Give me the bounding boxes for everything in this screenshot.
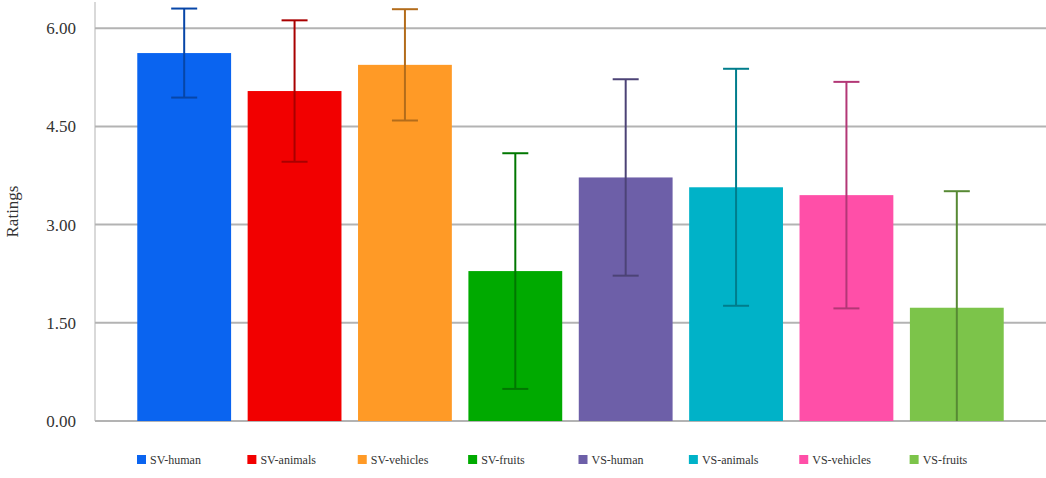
legend-swatch: [247, 455, 256, 464]
legend-swatch: [689, 455, 698, 464]
legend-label: VS-vehicles: [812, 453, 871, 467]
legend-swatch: [799, 455, 808, 464]
legend: SV-human SV-animals SV-vehicles SV-fruits VS…: [137, 453, 968, 467]
legend-label: SV-human: [150, 453, 201, 467]
y-axis-line: [95, 2, 96, 421]
error-bar: [944, 191, 970, 421]
bars: [137, 9, 1003, 421]
legend-swatch: [137, 455, 146, 464]
chart: 0.00 1.50 3.00 4.50 6.00 Ratings SV-human SV-an…: [0, 0, 1046, 478]
grid-line: [95, 27, 1046, 29]
tick-label: 1.50: [46, 314, 76, 333]
tick-label: 3.00: [46, 216, 76, 235]
legend-swatch: [468, 455, 477, 464]
legend-swatch: [910, 455, 919, 464]
error-bar: [392, 9, 418, 120]
error-bar: [723, 69, 749, 306]
tick-label: 4.50: [46, 117, 76, 136]
tick-label: 6.00: [46, 19, 76, 38]
error-bar: [613, 79, 639, 275]
bar: [137, 53, 231, 421]
axis-title: Ratings: [3, 186, 22, 238]
grid-line: [95, 322, 1046, 324]
legend-swatch: [579, 455, 588, 464]
grid-line: [95, 224, 1046, 226]
tick-label: 0.00: [46, 412, 76, 431]
legend-label: VS-fruits: [923, 453, 968, 467]
legend-label: VS-animals: [702, 453, 759, 467]
error-bar: [502, 153, 528, 389]
error-bar: [833, 82, 859, 309]
legend-label: SV-vehicles: [371, 453, 429, 467]
grid-line: [95, 125, 1046, 127]
error-bar: [282, 20, 308, 161]
legend-label: SV-fruits: [481, 453, 525, 467]
legend-label: VS-human: [592, 453, 644, 467]
grid-line: [95, 420, 1046, 422]
error-bar: [171, 9, 197, 98]
legend-label: SV-animals: [260, 453, 316, 467]
legend-swatch: [358, 455, 367, 464]
